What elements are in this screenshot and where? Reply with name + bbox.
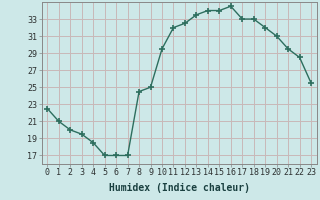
X-axis label: Humidex (Indice chaleur): Humidex (Indice chaleur) [109,183,250,193]
